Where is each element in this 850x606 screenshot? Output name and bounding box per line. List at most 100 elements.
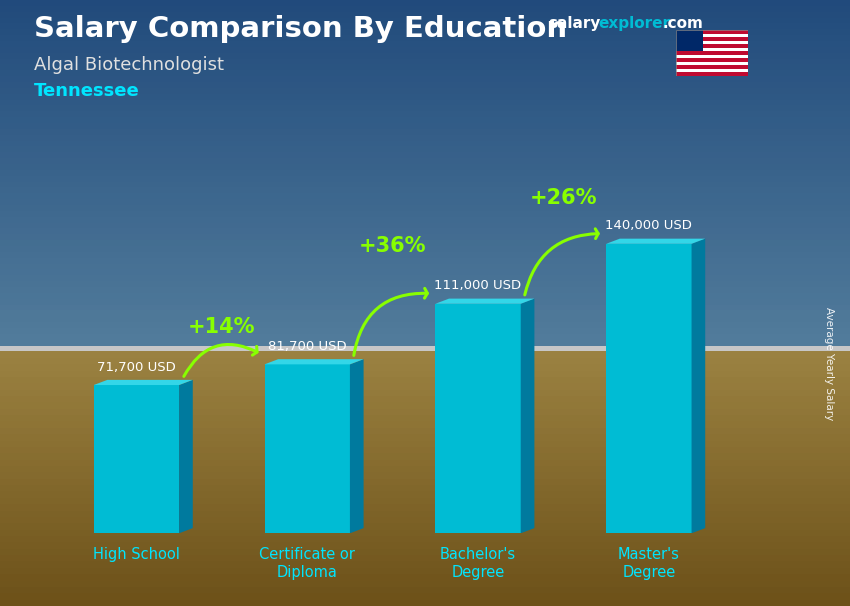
Bar <box>0 549 850 555</box>
Bar <box>0 498 850 504</box>
Bar <box>0 53 850 59</box>
Bar <box>0 459 850 466</box>
Bar <box>0 415 850 422</box>
Bar <box>0 170 850 176</box>
Text: +14%: +14% <box>188 317 256 337</box>
Bar <box>0 99 850 105</box>
Bar <box>0 396 850 402</box>
Bar <box>0 453 850 459</box>
Bar <box>676 38 748 41</box>
Bar <box>0 281 850 287</box>
Bar <box>0 408 850 415</box>
Text: 140,000 USD: 140,000 USD <box>605 219 692 233</box>
Bar <box>676 72 748 76</box>
Bar <box>0 377 850 384</box>
Text: +36%: +36% <box>359 236 427 256</box>
Bar <box>0 316 850 322</box>
Bar <box>0 205 850 211</box>
Bar <box>0 193 850 199</box>
Bar <box>0 12 850 18</box>
Bar <box>0 287 850 293</box>
Bar <box>0 240 850 246</box>
Bar <box>435 304 521 533</box>
Bar <box>0 64 850 70</box>
Bar <box>94 385 179 533</box>
Bar <box>0 328 850 334</box>
Bar <box>0 76 850 82</box>
Bar <box>0 510 850 517</box>
Text: salary: salary <box>548 16 601 31</box>
Bar <box>0 402 850 408</box>
Bar <box>676 65 748 68</box>
Bar <box>0 235 850 240</box>
Bar <box>0 561 850 568</box>
Bar <box>0 574 850 581</box>
Bar <box>676 30 703 52</box>
Polygon shape <box>94 380 193 385</box>
Bar <box>676 30 748 34</box>
Bar <box>0 152 850 158</box>
Bar <box>0 47 850 53</box>
Bar <box>0 466 850 473</box>
Bar <box>0 82 850 88</box>
Bar <box>0 310 850 316</box>
Bar <box>0 322 850 328</box>
Bar <box>676 68 748 72</box>
Bar <box>0 587 850 593</box>
Bar <box>0 305 850 310</box>
Bar <box>0 141 850 147</box>
Bar <box>676 58 748 62</box>
Bar <box>0 129 850 135</box>
Bar <box>0 434 850 441</box>
Bar <box>0 270 850 275</box>
Bar <box>0 258 850 264</box>
Bar <box>0 228 850 235</box>
Text: Salary Comparison By Education: Salary Comparison By Education <box>34 15 567 43</box>
Bar <box>0 70 850 76</box>
Text: .com: .com <box>662 16 703 31</box>
Bar <box>0 135 850 141</box>
Bar <box>0 524 850 530</box>
Bar <box>0 187 850 193</box>
Bar <box>0 112 850 117</box>
Polygon shape <box>264 359 364 364</box>
Bar <box>0 441 850 447</box>
Bar <box>0 211 850 217</box>
Bar <box>0 504 850 510</box>
Bar <box>0 568 850 574</box>
Bar <box>0 358 850 364</box>
Bar <box>0 275 850 281</box>
Bar <box>0 18 850 24</box>
Bar <box>0 447 850 453</box>
Bar <box>0 117 850 123</box>
Bar <box>0 530 850 536</box>
Bar <box>0 24 850 29</box>
Bar <box>0 217 850 222</box>
Polygon shape <box>606 239 706 244</box>
Bar <box>0 41 850 47</box>
Bar <box>0 222 850 228</box>
Bar <box>0 158 850 164</box>
Bar <box>0 29 850 35</box>
Polygon shape <box>692 239 706 533</box>
Bar <box>0 351 850 358</box>
Bar <box>0 370 850 377</box>
Bar <box>0 88 850 94</box>
Bar <box>0 123 850 129</box>
Bar <box>0 593 850 600</box>
Bar <box>0 600 850 606</box>
Bar <box>676 41 748 44</box>
Bar <box>0 6 850 12</box>
Bar <box>0 581 850 587</box>
Bar <box>676 48 748 52</box>
Bar <box>0 428 850 434</box>
Text: 71,700 USD: 71,700 USD <box>97 361 176 374</box>
Text: Algal Biotechnologist: Algal Biotechnologist <box>34 56 224 74</box>
Bar <box>606 244 692 533</box>
Text: 111,000 USD: 111,000 USD <box>434 279 522 293</box>
Bar <box>0 485 850 491</box>
Bar <box>0 264 850 270</box>
Bar <box>0 299 850 305</box>
Bar <box>0 422 850 428</box>
Bar <box>264 364 350 533</box>
